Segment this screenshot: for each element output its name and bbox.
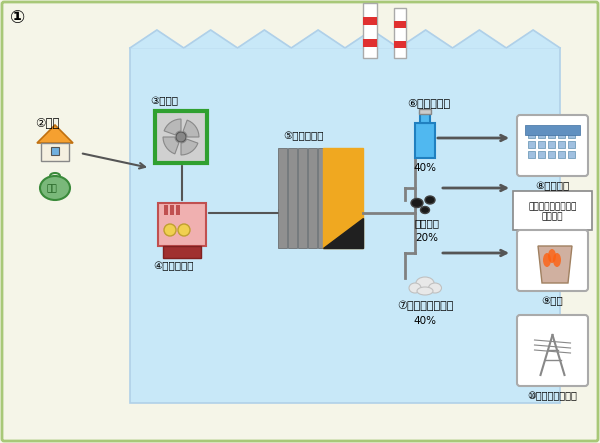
Circle shape (176, 132, 186, 142)
Ellipse shape (421, 206, 430, 214)
Text: ⑥炭化水素油: ⑥炭化水素油 (407, 98, 450, 108)
Text: 40%: 40% (413, 163, 437, 173)
FancyBboxPatch shape (517, 315, 588, 386)
Ellipse shape (417, 287, 433, 295)
Text: ⑦コークス炉ガス: ⑦コークス炉ガス (397, 301, 453, 311)
Text: 化学原料: 化学原料 (542, 212, 563, 221)
Bar (176, 205, 180, 215)
Text: ①: ① (10, 9, 26, 27)
Bar (155, 111, 207, 163)
Text: ⑩発電などに利用: ⑩発電などに利用 (527, 391, 577, 401)
Bar (51, 147, 59, 155)
Bar (548, 141, 555, 148)
Bar (394, 8, 406, 58)
Ellipse shape (416, 277, 434, 289)
Bar (568, 141, 575, 148)
Polygon shape (538, 246, 572, 283)
Bar (158, 203, 206, 246)
Bar (363, 39, 377, 47)
Bar (41, 143, 69, 161)
Text: 40%: 40% (413, 316, 437, 326)
Bar (170, 205, 174, 215)
Text: ③破砕機: ③破砕機 (150, 96, 178, 106)
Text: ごみ: ごみ (47, 184, 58, 194)
Bar (394, 41, 406, 48)
Ellipse shape (548, 249, 556, 263)
Bar (538, 151, 545, 158)
Bar (568, 151, 575, 158)
Circle shape (178, 224, 190, 236)
Polygon shape (323, 148, 363, 248)
Bar (525, 125, 580, 135)
Polygon shape (130, 30, 560, 48)
Bar (163, 246, 201, 258)
Circle shape (164, 224, 176, 236)
Polygon shape (37, 125, 73, 143)
Text: ⑨高炉: ⑨高炉 (542, 296, 563, 306)
Bar (558, 131, 565, 138)
Polygon shape (323, 218, 363, 248)
FancyBboxPatch shape (517, 230, 588, 291)
FancyBboxPatch shape (130, 48, 560, 403)
Bar (548, 131, 555, 138)
Text: ②家庭: ②家庭 (35, 117, 59, 129)
Text: プラスチックなどの: プラスチックなどの (529, 202, 577, 211)
Bar (288, 148, 297, 248)
Bar (528, 141, 535, 148)
Ellipse shape (425, 196, 435, 204)
Text: ⑤コークス炉: ⑤コークス炉 (283, 131, 323, 141)
Bar (558, 151, 565, 158)
Polygon shape (164, 119, 181, 135)
Bar (318, 148, 327, 248)
Text: 20%: 20% (415, 233, 439, 243)
Ellipse shape (428, 283, 442, 293)
Ellipse shape (40, 176, 70, 200)
Bar (338, 148, 347, 248)
Text: コークス: コークス (415, 218, 439, 228)
Bar (420, 113, 430, 123)
Polygon shape (181, 139, 198, 155)
Bar (568, 131, 575, 138)
Bar (164, 205, 168, 215)
Bar (548, 151, 555, 158)
Text: ⑧化成工場: ⑧化成工場 (535, 181, 569, 191)
Bar (328, 148, 337, 248)
Bar (538, 131, 545, 138)
FancyBboxPatch shape (517, 115, 588, 176)
Bar (348, 148, 357, 248)
Ellipse shape (411, 198, 423, 207)
Ellipse shape (409, 283, 421, 293)
FancyBboxPatch shape (513, 191, 592, 230)
Bar (394, 21, 406, 28)
Bar (415, 123, 435, 158)
Bar (419, 109, 431, 114)
Bar (558, 141, 565, 148)
Bar (298, 148, 307, 248)
Bar (528, 131, 535, 138)
Polygon shape (183, 120, 199, 137)
Bar (308, 148, 317, 248)
Bar (278, 148, 287, 248)
Bar (363, 17, 377, 25)
Ellipse shape (553, 253, 561, 267)
Bar (363, 3, 377, 58)
Ellipse shape (543, 253, 551, 267)
Bar (528, 151, 535, 158)
Bar (538, 141, 545, 148)
Polygon shape (163, 137, 179, 154)
Text: ④塩ビ選別機: ④塩ビ選別機 (153, 261, 193, 271)
